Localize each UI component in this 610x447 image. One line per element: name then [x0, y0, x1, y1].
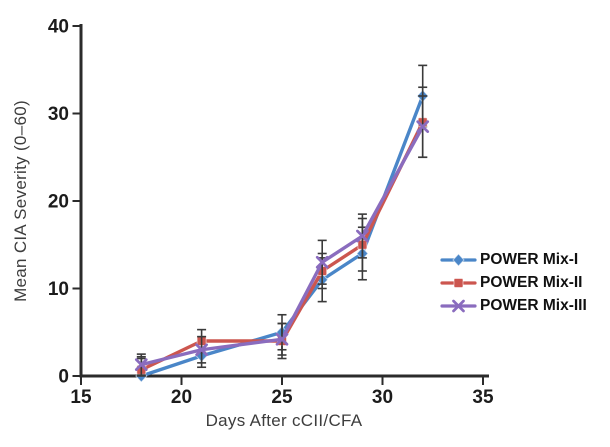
x-marker: [195, 343, 208, 357]
y-tick-label: 10: [48, 279, 69, 300]
x-tick-label: 25: [271, 387, 293, 408]
square-marker: [453, 278, 464, 288]
x-marker: [452, 299, 465, 313]
legend-item-label: POWER Mix-III: [480, 297, 587, 314]
x-tick-label: 35: [472, 387, 494, 408]
legend-swatch: [440, 278, 477, 288]
x-tick-label: 30: [372, 387, 393, 408]
legend-item-label: POWER Mix-II: [480, 274, 583, 291]
x-marker: [356, 229, 369, 243]
legend-item: POWER Mix-II: [440, 274, 587, 292]
y-tick-label: 30: [48, 104, 69, 125]
legend-swatch: [440, 253, 477, 267]
legend-item: POWER Mix-I: [440, 251, 587, 269]
x-marker: [275, 332, 289, 346]
y-axis-title: Mean CIA Severity (0–60): [11, 100, 30, 302]
legend-item-label: POWER Mix-I: [480, 251, 579, 268]
x-marker: [134, 358, 148, 371]
series-group: [134, 95, 430, 376]
legend-item: POWER Mix-III: [440, 297, 587, 315]
series-line: [139, 120, 425, 372]
x-marker: [315, 255, 329, 269]
y-tick-label: 20: [48, 192, 69, 213]
chart-legend: POWER Mix-I POWER Mix-II POWER Mix-III: [440, 251, 587, 315]
y-tick-label: 0: [58, 367, 69, 388]
diamond-marker: [452, 253, 465, 267]
y-tick-label: 40: [48, 17, 69, 38]
x-tick-label: 20: [171, 387, 192, 408]
x-axis-title: Days After cCII/CFA: [205, 411, 363, 430]
series-line: [139, 124, 425, 367]
x-tick-label: 15: [70, 387, 92, 408]
legend-swatch: [440, 299, 477, 313]
x-marker: [416, 120, 430, 133]
